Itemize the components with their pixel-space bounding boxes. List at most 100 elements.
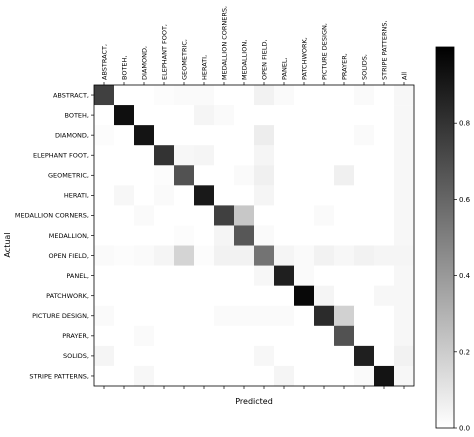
heatmap-cell <box>194 325 215 347</box>
heatmap-cell <box>294 245 315 266</box>
heatmap-cell <box>94 165 115 186</box>
heatmap-cell <box>374 285 395 307</box>
heatmap-cell <box>334 305 355 327</box>
x-tick-label: MEDALLION CORNERS, <box>221 6 229 80</box>
heatmap-cell <box>234 85 255 106</box>
heatmap-cell <box>354 85 375 106</box>
x-tick-label: GEOMETRIC, <box>181 39 189 80</box>
heatmap-cell <box>154 205 175 226</box>
heatmap-cell <box>334 265 355 286</box>
heatmap-cell <box>234 105 255 126</box>
heatmap-cell <box>354 165 375 186</box>
heatmap-cell <box>394 165 415 186</box>
x-tick-label: MEDALLION, <box>241 40 249 80</box>
heatmap-cell <box>114 105 135 126</box>
heatmap-cell <box>274 365 295 387</box>
heatmap-cell <box>354 145 375 166</box>
heatmap-cell <box>254 125 275 146</box>
heatmap-cell <box>334 185 355 206</box>
heatmap-cell <box>254 145 275 166</box>
heatmap-cell <box>374 325 395 347</box>
y-tick-label: MEDALLION, <box>49 232 89 240</box>
heatmap-cell <box>234 185 255 206</box>
heatmap-cell <box>314 265 335 286</box>
heatmap-cell <box>274 105 295 126</box>
heatmap-cell <box>94 265 115 286</box>
heatmap-cell <box>354 265 375 286</box>
heatmap-cells <box>94 85 415 387</box>
heatmap-cell <box>194 145 215 166</box>
heatmap-cell <box>174 325 195 347</box>
heatmap-cell <box>154 265 175 286</box>
heatmap-cell <box>334 245 355 266</box>
heatmap-cell <box>394 125 415 146</box>
heatmap-cell <box>314 365 335 387</box>
y-tick-label: ABSTRACT, <box>53 91 89 99</box>
heatmap-cell <box>94 365 115 387</box>
heatmap-cell <box>314 305 335 327</box>
heatmap-cell <box>294 345 315 367</box>
y-tick-label: SOLIDS, <box>63 352 89 360</box>
heatmap-cell <box>94 205 115 226</box>
x-tick-label: HERATI, <box>201 55 209 80</box>
heatmap-cell <box>334 285 355 307</box>
heatmap-cell <box>334 205 355 226</box>
heatmap-cell <box>154 145 175 166</box>
y-tick-label: PATCHWORK, <box>46 292 89 300</box>
heatmap-cell <box>314 245 335 266</box>
heatmap-cell <box>354 245 375 266</box>
heatmap-cell <box>354 325 375 347</box>
heatmap-cell <box>214 285 235 307</box>
heatmap-cell <box>314 125 335 146</box>
heatmap-cell <box>134 105 155 126</box>
heatmap-cell <box>234 145 255 166</box>
heatmap-cell <box>194 205 215 226</box>
heatmap-cell <box>394 265 415 286</box>
heatmap-cell <box>374 205 395 226</box>
colorbar-tick-label: 0.2 <box>459 348 470 356</box>
heatmap-cell <box>94 225 115 246</box>
heatmap-cell <box>174 265 195 286</box>
heatmap-cell <box>94 105 115 126</box>
heatmap-cell <box>114 85 135 106</box>
heatmap-cell <box>134 145 155 166</box>
heatmap-cell <box>174 285 195 307</box>
heatmap-cell <box>274 225 295 246</box>
heatmap-cell <box>374 265 395 286</box>
colorbar-tick-label: 0.6 <box>459 196 471 204</box>
heatmap-cell <box>314 165 335 186</box>
heatmap-cell <box>194 265 215 286</box>
heatmap-cell <box>194 125 215 146</box>
y-axis-ticks: ABSTRACT, BOTEH, DIAMOND, ELEPHANT FOOT, GEO… <box>15 91 94 380</box>
heatmap-cell <box>194 85 215 106</box>
heatmap-cell <box>294 305 315 327</box>
heatmap-cell <box>334 125 355 146</box>
heatmap-cell <box>254 305 275 327</box>
heatmap-cell <box>394 305 415 327</box>
x-axis-title: Predicted <box>235 397 273 406</box>
colorbar <box>435 46 455 429</box>
heatmap-cell <box>334 165 355 186</box>
heatmap-cell <box>314 285 335 307</box>
heatmap-cell <box>274 265 295 286</box>
heatmap-cell <box>194 105 215 126</box>
heatmap-cell <box>274 185 295 206</box>
heatmap-cell <box>234 345 255 367</box>
y-tick-label: MEDALLION CORNERS, <box>15 212 89 220</box>
y-tick-label: GEOMETRIC, <box>48 172 89 180</box>
heatmap-cell <box>134 305 155 327</box>
heatmap-cell <box>214 365 235 387</box>
heatmap-cell <box>234 245 255 266</box>
heatmap-cell <box>214 265 235 286</box>
y-tick-label: PRAYER, <box>62 332 89 340</box>
heatmap-cell <box>154 245 175 266</box>
heatmap-cell <box>114 165 135 186</box>
heatmap-cell <box>294 105 315 126</box>
heatmap-cell <box>214 325 235 347</box>
heatmap-cell <box>314 205 335 226</box>
heatmap-cell <box>234 225 255 246</box>
heatmap-cell <box>94 85 115 106</box>
heatmap-cell <box>154 185 175 206</box>
heatmap-cell <box>174 365 195 387</box>
heatmap-cell <box>114 265 135 286</box>
